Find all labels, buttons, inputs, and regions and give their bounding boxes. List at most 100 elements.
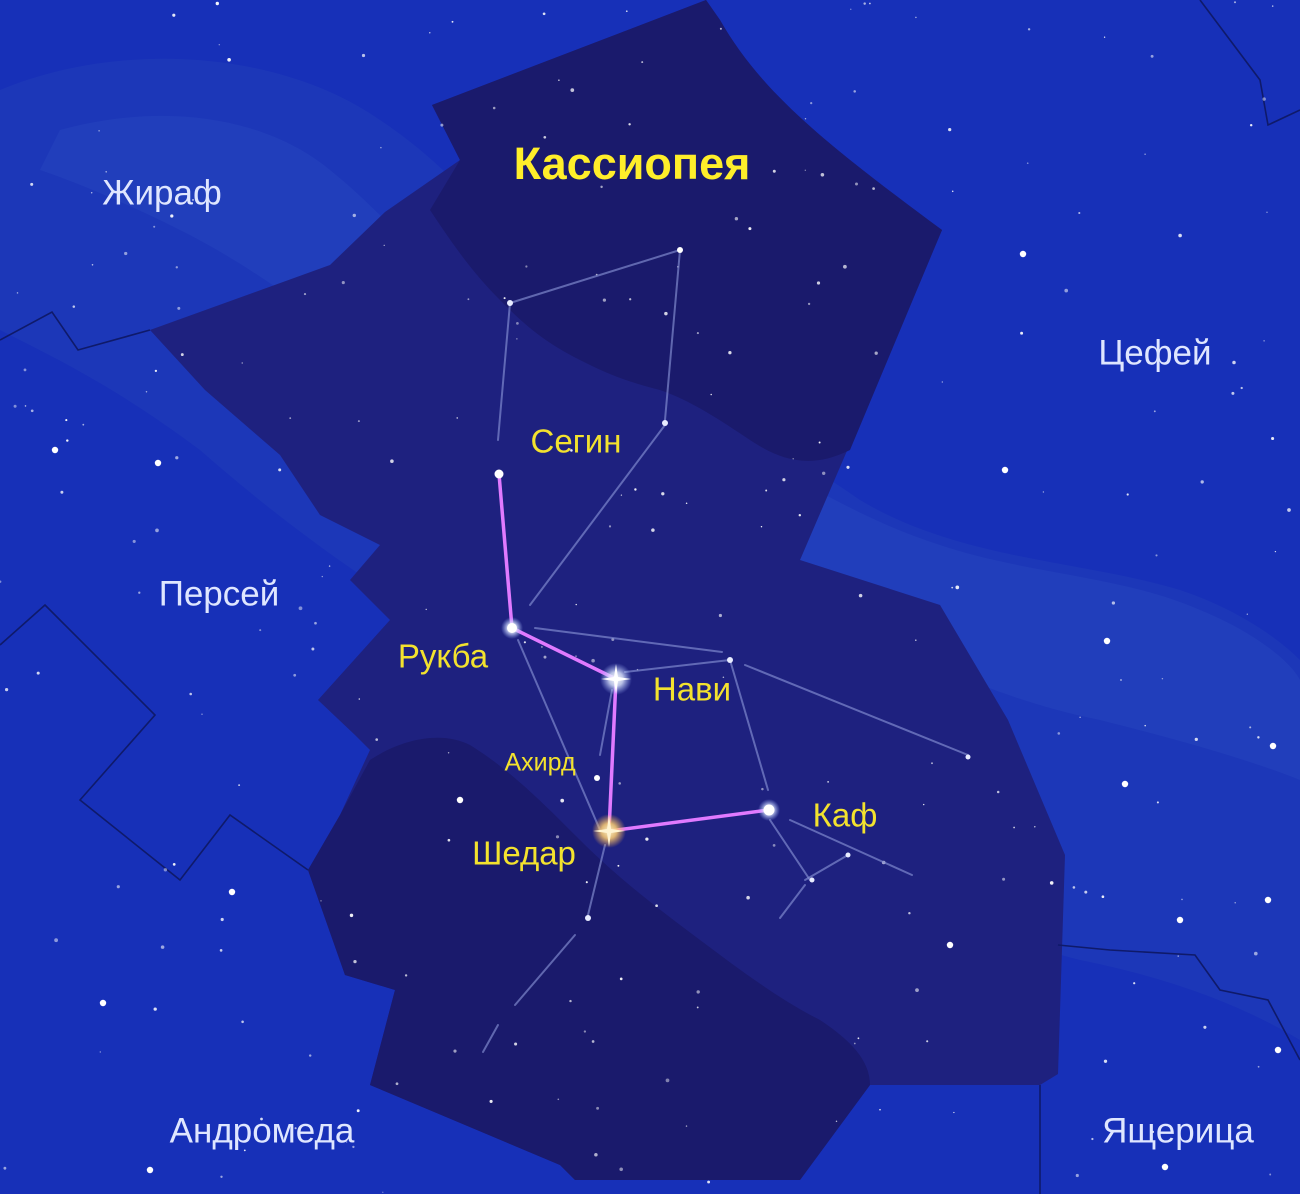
faint-star-142	[926, 1040, 929, 1043]
label-perseus: Персей	[159, 574, 280, 613]
bright-star-14	[1001, 466, 1009, 474]
faint-star-48	[66, 439, 69, 442]
faint-star-5	[227, 57, 231, 62]
faint-star-193	[540, 645, 543, 648]
faint-star-105	[1253, 951, 1258, 956]
faint-star-76	[65, 419, 68, 422]
label-achird: Ахирд	[504, 749, 575, 777]
faint-star-90	[72, 305, 76, 308]
faint-star-46	[846, 465, 850, 469]
label-lacerta: Ящерица	[1102, 1111, 1254, 1150]
faint-star-21	[278, 468, 282, 472]
faint-star-227	[1064, 288, 1069, 293]
faint-star-218	[220, 917, 224, 922]
faint-star-253	[1144, 153, 1146, 156]
faint-star-151	[951, 190, 954, 193]
faint-star-160	[543, 135, 547, 139]
faint-star-109	[447, 752, 450, 754]
faint-star-92	[105, 171, 107, 173]
faint-star-259	[1257, 736, 1260, 739]
faint-star-222	[189, 692, 192, 696]
faint-star-209	[243, 1149, 246, 1152]
faint-star-116	[382, 1191, 384, 1193]
faint-star-14	[60, 490, 64, 494]
star-figure-e	[965, 754, 971, 760]
faint-star-83	[560, 798, 565, 803]
faint-star-139	[820, 173, 825, 177]
faint-star-145	[1271, 5, 1274, 7]
faint-star-56	[629, 298, 632, 301]
faint-star-229	[353, 959, 357, 964]
faint-star-23	[760, 525, 763, 528]
faint-star-257	[748, 227, 752, 231]
faint-star-138	[1091, 1137, 1094, 1141]
faint-star-2	[765, 489, 768, 492]
faint-star-196	[1079, 716, 1081, 718]
faint-star-192	[665, 1078, 670, 1083]
star-achird	[594, 775, 600, 781]
faint-star-131	[54, 938, 58, 943]
faint-star-231	[1274, 550, 1277, 553]
faint-star-62	[951, 586, 954, 589]
faint-star-45	[570, 88, 575, 92]
faint-star-112	[311, 1131, 314, 1134]
faint-star-236	[175, 456, 179, 460]
star-segin	[494, 469, 504, 479]
faint-star-250	[1231, 391, 1235, 395]
faint-star-140	[321, 575, 323, 578]
faint-star-28	[218, 43, 221, 46]
star-figure-f	[585, 915, 591, 921]
faint-star-73	[489, 1099, 493, 1103]
faint-star-146	[1269, 1173, 1272, 1176]
faint-star-223	[1155, 554, 1158, 557]
faint-star-211	[13, 404, 17, 408]
faint-star-13	[175, 266, 178, 269]
faint-star-126	[1233, 1, 1237, 4]
faint-star-183	[303, 293, 307, 296]
faint-star-137	[425, 608, 427, 611]
faint-star-103	[575, 655, 577, 657]
faint-star-157	[294, 1127, 297, 1130]
faint-star-41	[858, 593, 863, 598]
bright-star-0	[1019, 250, 1027, 258]
w-asterism	[497, 472, 771, 833]
faint-star-152	[869, 2, 871, 5]
faint-star-135	[440, 123, 444, 127]
faint-star-118	[328, 565, 331, 567]
label-segin: Сегин	[531, 423, 622, 460]
faint-star-206	[298, 606, 303, 611]
faint-star-154	[718, 613, 722, 618]
faint-star-19	[1203, 1025, 1207, 1029]
faint-star-233	[664, 311, 668, 316]
faint-star-187	[619, 1167, 623, 1172]
star-figure-g	[845, 852, 851, 858]
bright-star-15	[1176, 916, 1184, 924]
faint-star-178	[1027, 28, 1031, 31]
faint-star-228	[383, 244, 385, 246]
faint-star-159	[1262, 97, 1266, 101]
star-figure-b	[507, 300, 513, 306]
faint-star-44	[707, 1180, 711, 1184]
faint-star-74	[583, 1030, 587, 1033]
constellation-title: Кассиопея	[514, 138, 751, 189]
faint-star-136	[90, 192, 93, 194]
faint-star-188	[923, 803, 925, 806]
faint-star-237	[1178, 233, 1182, 238]
faint-star-144	[514, 1042, 518, 1046]
faint-star-61	[696, 332, 699, 335]
faint-star-128	[447, 838, 451, 842]
faint-star-122	[655, 904, 658, 908]
faint-star-191	[289, 417, 292, 419]
faint-star-127	[1075, 1173, 1079, 1178]
faint-star-186	[617, 864, 620, 867]
faint-star-11	[308, 1054, 312, 1057]
figure-lines	[482, 249, 969, 1053]
label-ruchbah: Рукба	[398, 638, 489, 675]
faint-star-125	[503, 297, 506, 300]
faint-star-175	[634, 488, 637, 491]
faint-star-98	[138, 591, 141, 594]
faint-star-212	[1150, 54, 1154, 58]
faint-star-15	[1240, 386, 1243, 390]
bright-star-13	[946, 941, 954, 949]
